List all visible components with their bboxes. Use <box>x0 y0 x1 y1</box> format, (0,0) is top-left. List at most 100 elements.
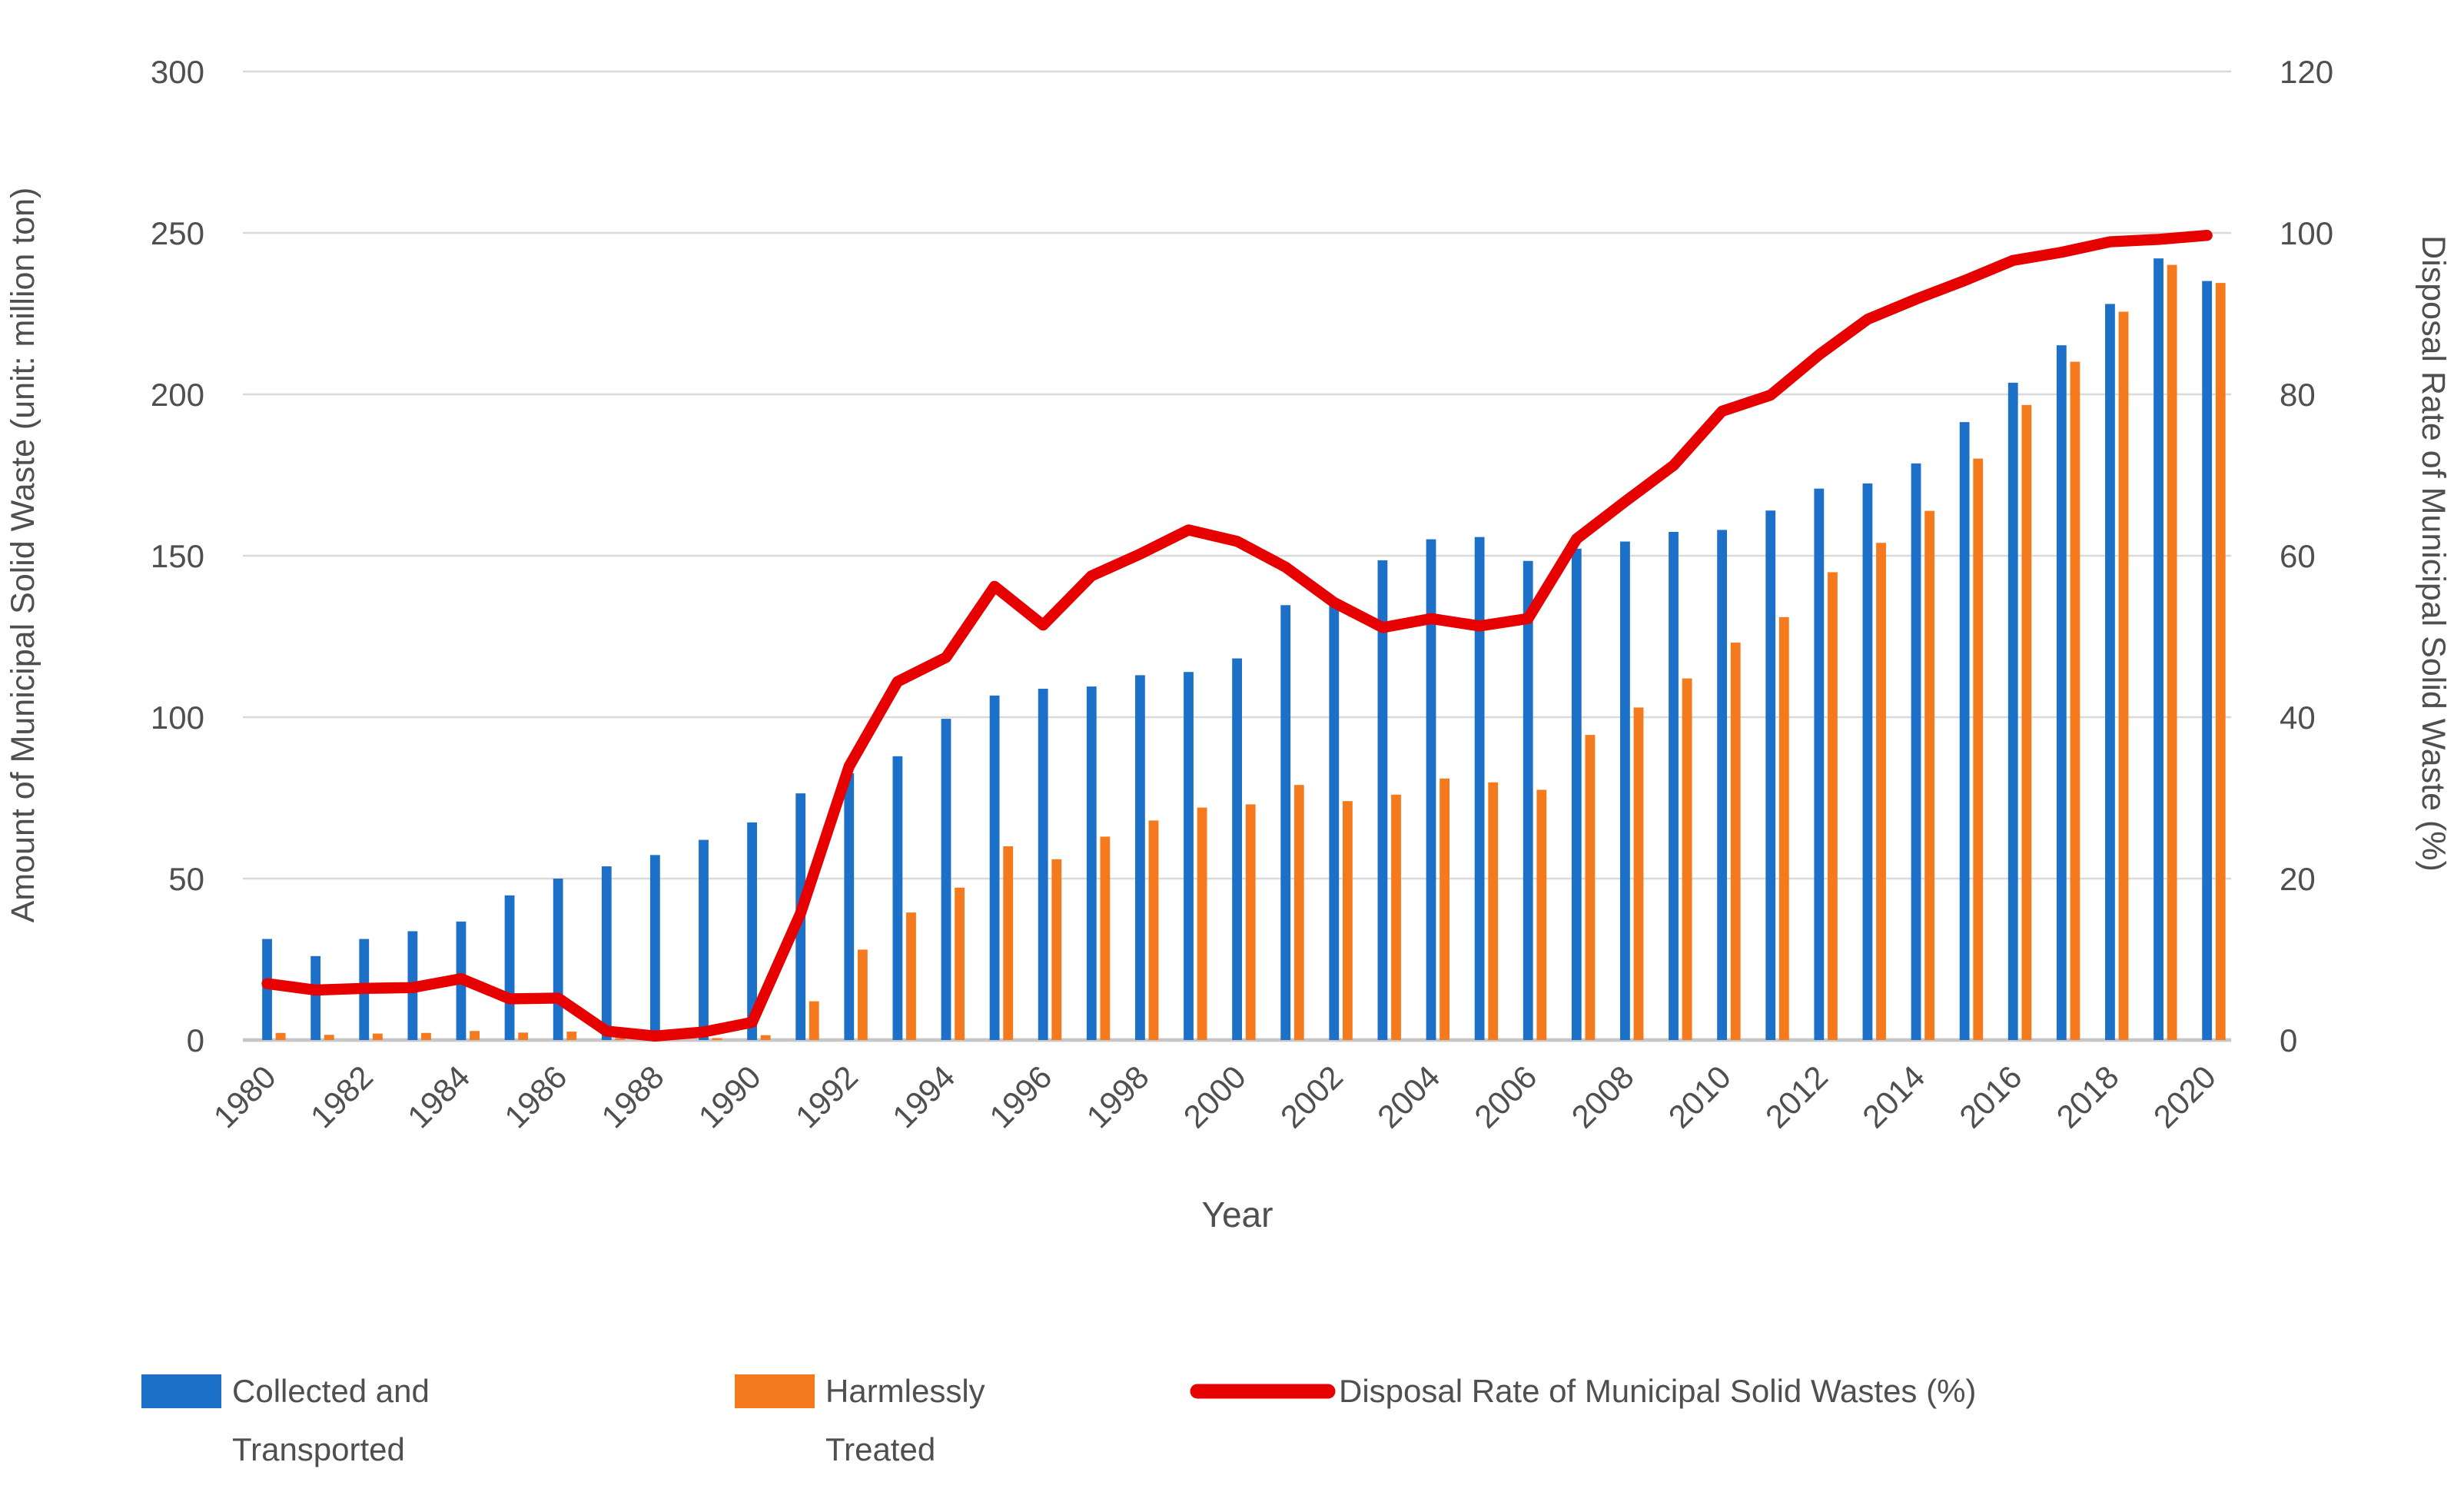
bars-treated-series <box>275 264 2226 1041</box>
right-axis-tick-labels: 0 20 40 60 80 100 120 <box>2280 54 2333 1058</box>
bar-collected-2006 <box>1523 560 1533 1040</box>
bar-collected-1994 <box>941 719 951 1040</box>
bar-collected-1999 <box>1184 672 1194 1040</box>
legend-item-collected: Collected and Transported <box>141 1373 430 1467</box>
bar-treated-1995 <box>1003 846 1014 1040</box>
bar-treated-1996 <box>1051 859 1062 1040</box>
x-tick-2014: 2014 <box>1855 1058 1931 1135</box>
x-tick-1998: 1998 <box>1079 1058 1155 1135</box>
bar-treated-1999 <box>1197 807 1207 1040</box>
bar-collected-2019 <box>2154 258 2163 1040</box>
bar-collected-1996 <box>1038 689 1048 1040</box>
legend-label-rate: Disposal Rate of Municipal Solid Wastes … <box>1339 1373 1976 1409</box>
disposal-rate-line <box>261 230 2213 1042</box>
bar-treated-2006 <box>1536 789 1547 1040</box>
x-tick-1988: 1988 <box>594 1058 670 1135</box>
legend-item-rate: Disposal Rate of Municipal Solid Wastes … <box>1190 1373 1976 1409</box>
bar-treated-1985 <box>518 1032 529 1040</box>
legend: Collected and Transported Harmlessly Tre… <box>141 1373 1976 1467</box>
bar-treated-2002 <box>1343 801 1353 1040</box>
right-tick-0: 0 <box>2280 1022 2297 1058</box>
bar-treated-2010 <box>1730 642 1741 1040</box>
bar-treated-1986 <box>566 1032 577 1040</box>
x-tick-1986: 1986 <box>497 1058 573 1135</box>
x-tick-2002: 2002 <box>1274 1058 1350 1135</box>
bar-treated-1990 <box>760 1035 771 1040</box>
left-tick-100: 100 <box>151 699 204 736</box>
bar-treated-2015 <box>1973 458 1984 1040</box>
x-tick-2016: 2016 <box>1952 1058 2028 1135</box>
bar-collected-2013 <box>1862 483 1873 1040</box>
bar-collected-2011 <box>1765 510 1776 1040</box>
right-tick-80: 80 <box>2280 377 2316 413</box>
x-tick-1990: 1990 <box>692 1058 768 1135</box>
bar-treated-2013 <box>1876 543 1886 1040</box>
x-tick-1984: 1984 <box>400 1058 477 1135</box>
bar-treated-2000 <box>1245 804 1256 1040</box>
disposal-rate-polyline <box>261 230 2213 1042</box>
bar-treated-1998 <box>1148 820 1159 1040</box>
bar-treated-1984 <box>470 1031 480 1040</box>
right-axis-title: Disposal Rate of Municipal Solid Waste (… <box>2415 235 2452 872</box>
bar-treated-2019 <box>2167 264 2177 1041</box>
x-axis-tick-labels: 1980 1982 1984 1986 1988 1990 1992 1994 1996 1998… <box>207 1058 2223 1135</box>
bar-collected-1986 <box>553 879 563 1040</box>
x-tick-1992: 1992 <box>789 1058 865 1135</box>
x-tick-2004: 2004 <box>1370 1058 1446 1135</box>
x-tick-1994: 1994 <box>885 1058 961 1135</box>
bar-collected-1997 <box>1086 686 1097 1040</box>
bar-collected-2010 <box>1717 530 1728 1040</box>
bar-collected-1985 <box>504 895 515 1040</box>
bar-collected-2015 <box>1959 422 1970 1040</box>
left-tick-250: 250 <box>151 215 204 251</box>
x-tick-2020: 2020 <box>2147 1058 2223 1135</box>
legend-label-treated-line1: Harmlessly <box>825 1373 985 1409</box>
x-tick-1996: 1996 <box>982 1058 1058 1135</box>
bar-collected-2016 <box>2007 382 2018 1040</box>
bar-treated-1994 <box>955 887 965 1040</box>
bar-treated-2007 <box>1585 735 1596 1040</box>
bar-treated-2009 <box>1682 678 1692 1040</box>
x-tick-1982: 1982 <box>304 1058 380 1135</box>
bar-treated-2004 <box>1440 778 1450 1040</box>
bars-collected-series <box>262 258 2213 1041</box>
bar-treated-1989 <box>712 1038 722 1040</box>
right-tick-40: 40 <box>2280 699 2316 736</box>
bar-collected-2007 <box>1571 548 1582 1040</box>
x-tick-2012: 2012 <box>1758 1058 1835 1135</box>
bar-collected-1990 <box>747 822 757 1040</box>
bar-treated-2017 <box>2070 361 2080 1041</box>
bar-treated-2005 <box>1488 782 1499 1040</box>
x-axis-title: Year <box>1202 1195 1274 1234</box>
bar-treated-1983 <box>421 1032 431 1040</box>
bar-treated-2011 <box>1778 616 1789 1040</box>
bar-treated-1991 <box>809 1001 819 1040</box>
bar-treated-2008 <box>1633 707 1644 1040</box>
legend-swatch-collected <box>141 1374 221 1408</box>
bar-collected-1980 <box>262 939 272 1040</box>
right-tick-20: 20 <box>2280 861 2316 897</box>
bar-treated-2018 <box>2118 311 2129 1041</box>
bar-treated-2016 <box>2021 404 2032 1040</box>
x-tick-1980: 1980 <box>207 1058 283 1135</box>
bar-collected-2001 <box>1280 605 1291 1040</box>
left-axis-title: Amount of Municipal Solid Waste (unit: m… <box>5 188 42 923</box>
bar-collected-1988 <box>649 855 660 1040</box>
legend-label-treated-line2: Treated <box>825 1431 935 1467</box>
bar-collected-1989 <box>699 839 709 1040</box>
right-tick-60: 60 <box>2280 538 2316 574</box>
bar-treated-1981 <box>324 1035 334 1040</box>
right-tick-100: 100 <box>2280 215 2333 251</box>
legend-swatch-treated <box>735 1374 815 1408</box>
bar-collected-1981 <box>310 955 321 1040</box>
x-tick-2006: 2006 <box>1467 1058 1543 1135</box>
bar-collected-2000 <box>1232 658 1242 1040</box>
bar-collected-2012 <box>1814 488 1825 1040</box>
left-tick-300: 300 <box>151 54 204 90</box>
x-tick-2000: 2000 <box>1177 1058 1253 1135</box>
bar-collected-2004 <box>1426 539 1436 1040</box>
bar-treated-1997 <box>1100 836 1111 1040</box>
legend-label-collected-line2: Transported <box>232 1431 405 1467</box>
bar-collected-1992 <box>844 773 855 1040</box>
